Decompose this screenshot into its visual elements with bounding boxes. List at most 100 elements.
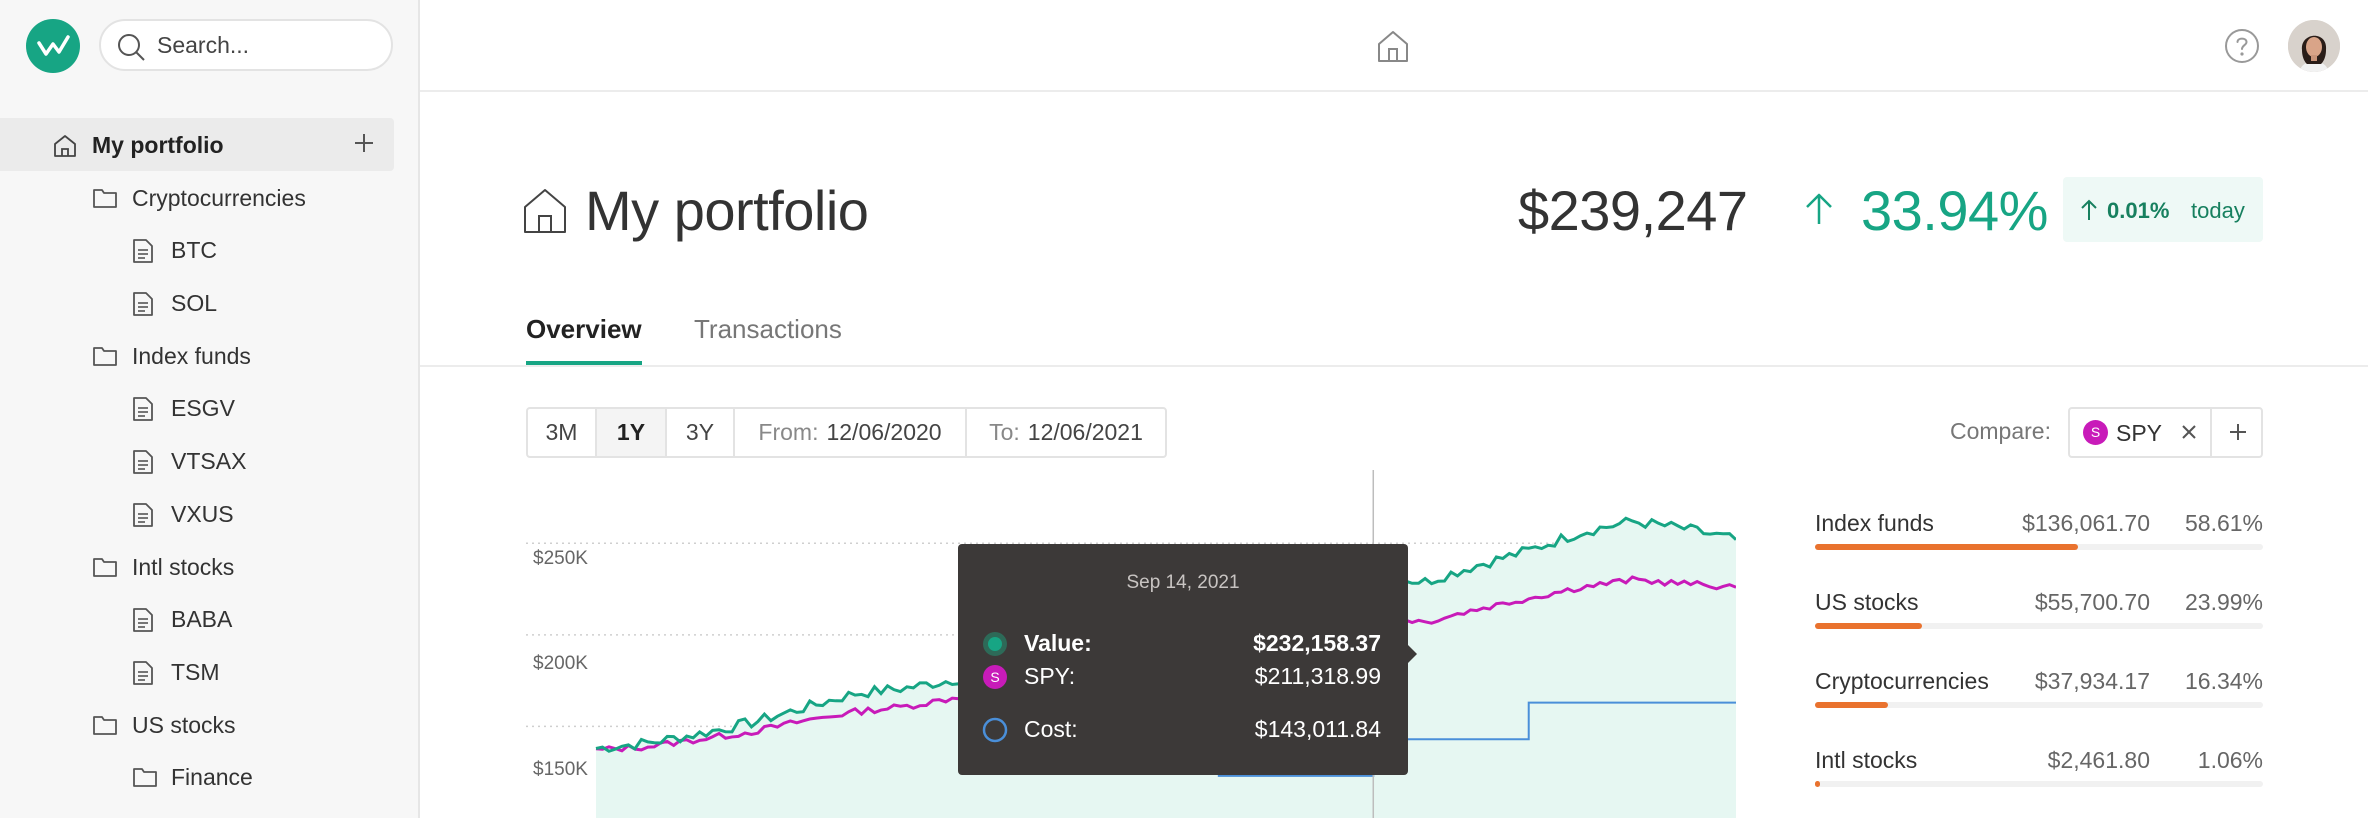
allocation-value: $37,934.17 <box>2034 668 2150 694</box>
user-avatar[interactable] <box>2288 20 2340 72</box>
close-icon[interactable] <box>2179 422 2199 442</box>
sidebar-item-label: SOL <box>171 290 218 317</box>
total-value: $239,247 <box>1518 179 1748 242</box>
document-icon <box>132 238 154 270</box>
sidebar-item-intl-stocks[interactable]: Intl stocks <box>0 540 418 593</box>
allocation-row[interactable]: US stocks $55,700.70 23.99% <box>1815 589 2263 668</box>
allocation-bar-fill <box>1815 544 2078 550</box>
page-title: My portfolio <box>585 179 869 242</box>
allocation-bar-track <box>1815 544 2263 550</box>
allocation-bar-fill <box>1815 623 1922 629</box>
compare-divider <box>2210 409 2212 456</box>
search-box[interactable] <box>99 19 393 71</box>
app-logo[interactable] <box>26 19 80 73</box>
document-icon <box>132 502 154 534</box>
sidebar-item-my-portfolio[interactable]: My portfolio <box>0 118 394 171</box>
range-3m-button[interactable]: 3M <box>528 409 597 456</box>
portfolio-tree: My portfolio Cryptocurrencies BTC SOL Index … <box>0 118 418 803</box>
y-tick-label: $200K <box>533 653 588 674</box>
allocation-list: Index funds $136,061.70 58.61% US stocks $55… <box>1815 510 2263 818</box>
folder-icon <box>92 186 118 216</box>
sidebar-item-label: My portfolio <box>92 132 224 158</box>
tooltip-spy-label: SPY: <box>1024 663 1076 689</box>
y-tick-label: $150K <box>533 759 588 780</box>
sidebar-item-finance[interactable]: Finance <box>0 750 418 803</box>
sidebar-item-cryptocurrencies[interactable]: Cryptocurrencies <box>0 171 418 224</box>
sidebar-item-label: US stocks <box>132 711 236 738</box>
today-percent: 0.01% <box>2107 198 2170 223</box>
document-icon <box>132 660 154 692</box>
sidebar-item-index-funds[interactable]: Index funds <box>0 329 418 382</box>
sidebar: My portfolio Cryptocurrencies BTC SOL Index … <box>0 0 420 818</box>
allocation-bar-fill <box>1815 781 1820 787</box>
sidebar-item-tsm[interactable]: TSM <box>0 645 418 698</box>
tooltip-value-label: Value: <box>1024 630 1092 656</box>
allocation-percent: 16.34% <box>2184 668 2263 694</box>
allocation-value: $55,700.70 <box>2034 589 2150 615</box>
allocation-row[interactable]: Intl stocks $2,461.80 1.06% <box>1815 747 2263 818</box>
allocation-name: Cryptocurrencies <box>1815 668 1989 694</box>
add-compare-icon[interactable] <box>2228 422 2248 442</box>
document-icon <box>132 396 154 428</box>
sidebar-item-label: BTC <box>171 237 217 264</box>
help-icon[interactable] <box>2224 28 2260 64</box>
document-icon <box>132 607 154 639</box>
compare-symbol: SPY <box>2116 420 2163 446</box>
search-input[interactable] <box>157 31 377 59</box>
home-icon[interactable] <box>1375 28 1411 64</box>
allocation-bar-track <box>1815 702 2263 708</box>
sidebar-item-baba[interactable]: BABA <box>0 592 418 645</box>
allocation-row[interactable]: Cryptocurrencies $37,934.17 16.34% <box>1815 668 2263 747</box>
sidebar-item-label: VXUS <box>171 500 234 527</box>
tooltip-value: $232,158.37 <box>1253 630 1381 656</box>
avatar-image <box>2288 20 2340 72</box>
document-icon <box>132 291 154 323</box>
chart-tooltip: Sep 14, 2021 Value: $232,158.37 S SPY: $… <box>958 544 1417 775</box>
portfolio-home-icon <box>524 189 566 233</box>
allocation-name: US stocks <box>1815 589 1919 615</box>
cost-marker-icon <box>982 717 1008 743</box>
tooltip-cost-value: $143,011.84 <box>1254 716 1381 742</box>
arrow-up-icon <box>1806 193 1832 224</box>
sidebar-item-esgv[interactable]: ESGV <box>0 381 418 434</box>
tab-transactions[interactable]: Transactions <box>694 314 842 344</box>
document-icon <box>132 449 154 481</box>
sidebar-item-vtsax[interactable]: VTSAX <box>0 434 418 487</box>
add-item-icon[interactable] <box>352 131 376 161</box>
range-1y-button[interactable]: 1Y <box>597 409 667 456</box>
allocation-row[interactable]: Index funds $136,061.70 58.61% <box>1815 510 2263 589</box>
sidebar-item-label: ESGV <box>171 395 235 422</box>
range-3y-button[interactable]: 3Y <box>667 409 735 456</box>
sidebar-item-label: VTSAX <box>171 448 247 475</box>
arrow-up-small-icon <box>2081 199 2097 220</box>
folder-icon <box>92 713 118 743</box>
date-range-selector: 3M 1Y 3Y From: 12/06/2020 To: 12/06/2021 <box>526 407 1167 458</box>
home-icon <box>52 133 78 165</box>
allocation-percent: 1.06% <box>2197 747 2263 773</box>
sidebar-item-label: TSM <box>171 658 220 685</box>
allocation-percent: 58.61% <box>2184 510 2263 536</box>
from-date-value: 12/06/2020 <box>826 419 942 445</box>
allocation-bar-fill <box>1815 702 1888 708</box>
allocation-value: $136,061.70 <box>2022 510 2150 536</box>
from-date-field[interactable]: From: 12/06/2020 <box>735 409 967 456</box>
to-date-field[interactable]: To: 12/06/2021 <box>967 409 1165 456</box>
folder-icon <box>92 555 118 585</box>
y-tick-label: $250K <box>533 548 588 569</box>
sidebar-item-vxus[interactable]: VXUS <box>0 487 418 540</box>
tooltip-spy-value: $211,318.99 <box>1254 663 1381 689</box>
gain-percent: 33.94% <box>1861 179 2048 242</box>
folder-icon <box>92 344 118 374</box>
tab-overview[interactable]: Overview <box>526 314 642 344</box>
search-icon <box>118 34 145 61</box>
spy-badge: S <box>2083 420 2108 445</box>
sidebar-item-label: Cryptocurrencies <box>132 184 306 211</box>
tooltip-cost-label: Cost: <box>1024 716 1078 742</box>
sidebar-item-us-stocks[interactable]: US stocks <box>0 698 418 751</box>
sidebar-item-btc[interactable]: BTC <box>0 223 418 276</box>
folder-icon <box>132 765 158 795</box>
allocation-value: $2,461.80 <box>2047 747 2150 773</box>
sidebar-item-sol[interactable]: SOL <box>0 276 418 329</box>
compare-control: S SPY <box>2068 407 2263 458</box>
